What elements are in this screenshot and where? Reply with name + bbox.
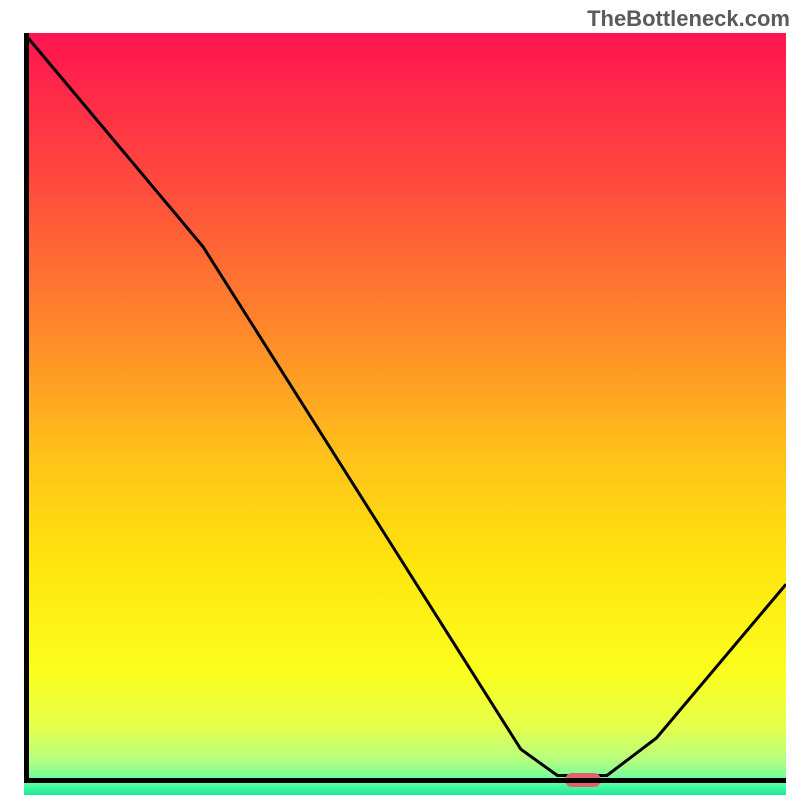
x-axis — [24, 778, 786, 783]
watermark-text: TheBottleneck.com — [587, 6, 790, 32]
plot-area — [24, 33, 786, 783]
chart-container: { "watermark": { "text": "TheBottleneck.… — [0, 0, 800, 800]
y-axis — [24, 33, 29, 783]
curve-line — [24, 33, 786, 783]
